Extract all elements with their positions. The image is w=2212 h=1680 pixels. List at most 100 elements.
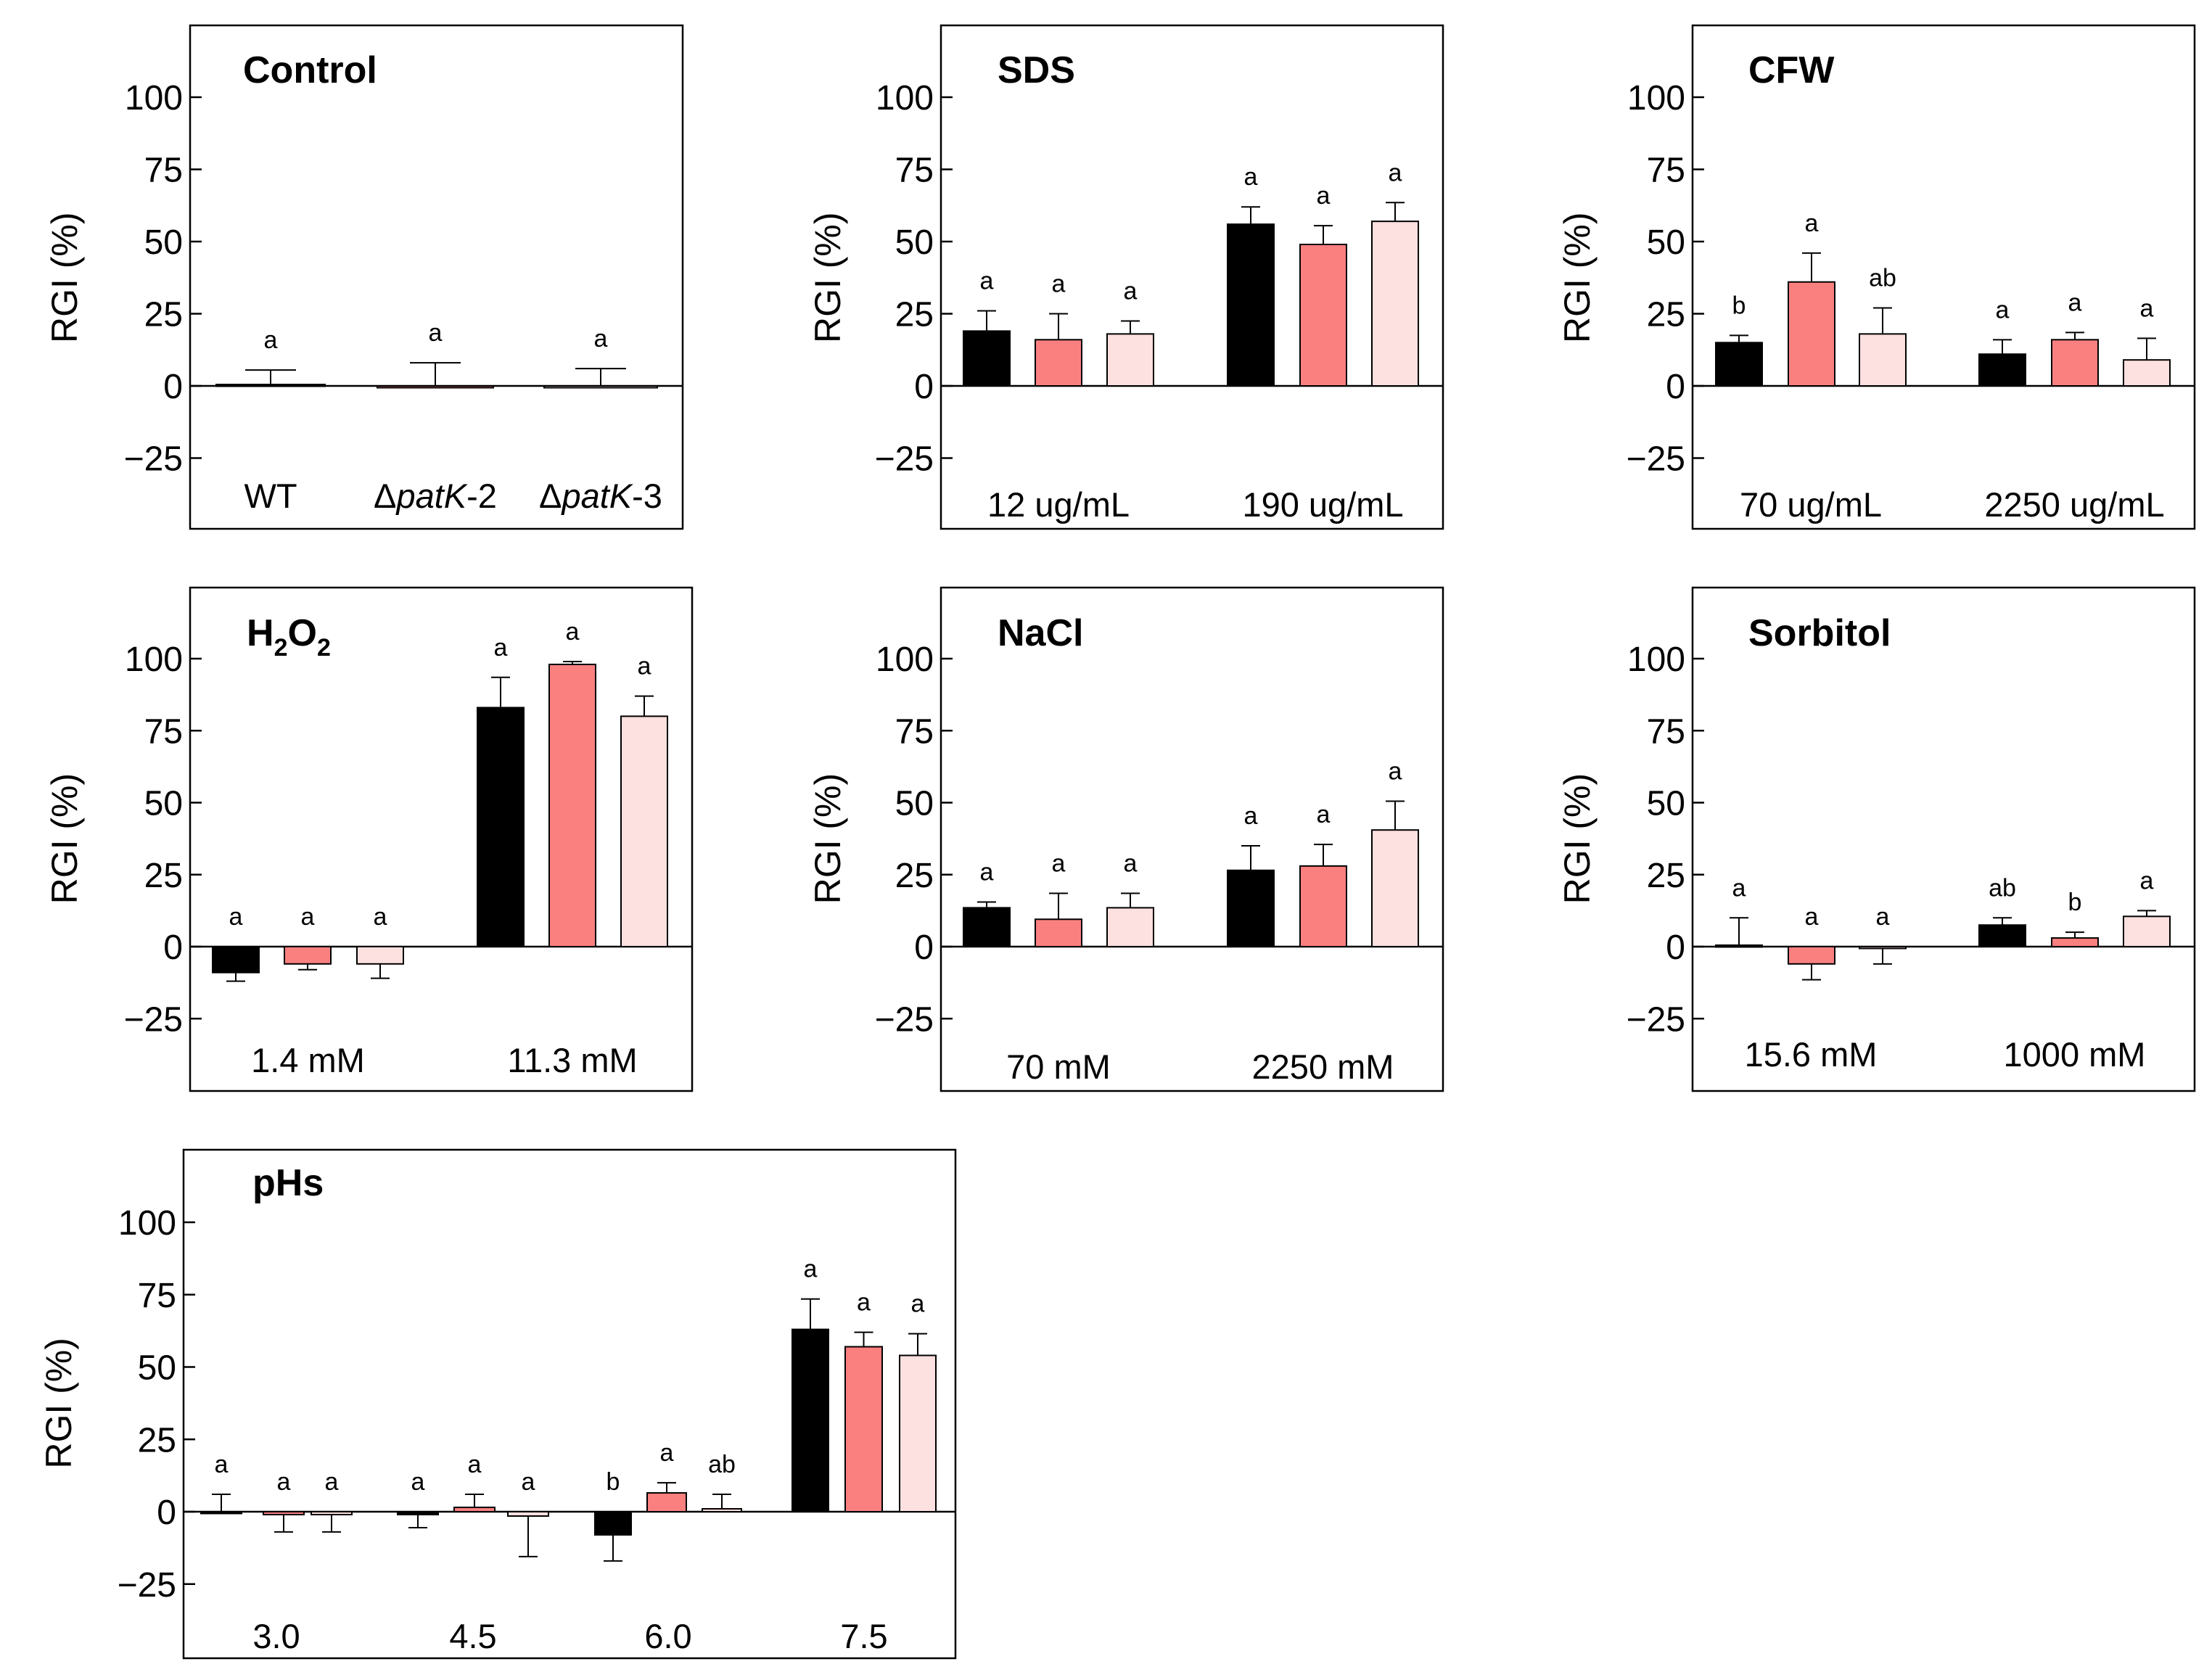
y-tick-label: 100 bbox=[1627, 79, 1685, 118]
significance-letter: a bbox=[2140, 295, 2154, 322]
bar bbox=[1106, 333, 1154, 387]
significance-letter: a bbox=[1805, 903, 1819, 931]
significance-letter: a bbox=[374, 903, 387, 931]
y-tick-label: 50 bbox=[144, 223, 183, 262]
y-tick-label: 25 bbox=[138, 1421, 176, 1459]
y-tick-label: −25 bbox=[1627, 1000, 1685, 1039]
significance-letter: ab bbox=[1869, 265, 1896, 292]
group-label: 70 ug/mL bbox=[1740, 485, 1882, 524]
gene-name: patK bbox=[560, 477, 633, 515]
bar bbox=[1978, 353, 2026, 387]
bar bbox=[2123, 915, 2171, 947]
title-subscript: 2 bbox=[274, 634, 288, 662]
panel-title: Sorbitol bbox=[1748, 612, 1891, 654]
bar bbox=[1978, 924, 2026, 947]
bar bbox=[963, 330, 1011, 387]
significance-letter: a bbox=[1124, 277, 1138, 305]
significance-letter: a bbox=[2140, 867, 2154, 894]
bar bbox=[1788, 281, 1835, 387]
bar bbox=[1227, 869, 1275, 948]
group-label: 2250 ug/mL bbox=[1984, 485, 2164, 524]
significance-letter: a bbox=[980, 268, 994, 295]
bar bbox=[646, 1492, 687, 1512]
significance-letter: a bbox=[1996, 296, 2010, 324]
y-tick-label: 0 bbox=[157, 1494, 176, 1532]
group-label: 70 mM bbox=[1006, 1047, 1111, 1086]
y-axis-label: RGI (%) bbox=[38, 1338, 79, 1469]
y-tick-label: 50 bbox=[138, 1349, 176, 1388]
bar bbox=[792, 1328, 829, 1512]
significance-letter: a bbox=[2068, 289, 2082, 316]
group-label: 190 ug/mL bbox=[1242, 485, 1403, 524]
group-label: 12 ug/mL bbox=[987, 485, 1130, 524]
bar bbox=[1788, 946, 1835, 965]
group-label: 1000 mM bbox=[2004, 1035, 2146, 1074]
group-label: 4.5 bbox=[449, 1617, 496, 1655]
title-text: O bbox=[287, 612, 316, 654]
y-tick-label: 0 bbox=[1666, 368, 1685, 406]
significance-letter: a bbox=[660, 1439, 674, 1467]
category-label: WT bbox=[244, 477, 297, 515]
y-tick-label: 100 bbox=[125, 641, 183, 679]
bar bbox=[548, 663, 596, 947]
title-subscript: 2 bbox=[317, 634, 331, 662]
panel-title: pHs bbox=[252, 1162, 324, 1204]
plot-frame bbox=[940, 24, 1444, 530]
group-label: 6.0 bbox=[644, 1617, 691, 1655]
bar bbox=[1035, 918, 1082, 948]
y-tick-label: 75 bbox=[1647, 152, 1685, 190]
significance-letter: a bbox=[566, 618, 580, 646]
plot-frame bbox=[1691, 586, 2196, 1092]
bar bbox=[1299, 865, 1347, 947]
bar bbox=[1227, 223, 1275, 387]
delta-symbol: Δ bbox=[374, 477, 396, 515]
bar bbox=[1859, 333, 1907, 387]
y-tick-label: 100 bbox=[1627, 641, 1685, 679]
significance-letter: a bbox=[468, 1451, 482, 1478]
panel-title: H2O2 bbox=[247, 612, 331, 662]
group-label: 11.3 mM bbox=[507, 1041, 637, 1079]
bar bbox=[1035, 339, 1082, 387]
significance-letter: a bbox=[229, 903, 243, 931]
bar bbox=[507, 1511, 549, 1517]
significance-letter: a bbox=[638, 653, 651, 680]
y-tick-label: 100 bbox=[125, 79, 183, 118]
significance-letter: a bbox=[215, 1451, 229, 1478]
delta-symbol: Δ bbox=[539, 477, 562, 515]
plot-frame bbox=[182, 1148, 957, 1660]
y-tick-label: 75 bbox=[1647, 712, 1685, 751]
significance-letter: a bbox=[1244, 802, 1258, 830]
significance-letter: a bbox=[1732, 874, 1746, 902]
y-axis-label: RGI (%) bbox=[1557, 212, 1598, 343]
y-axis-label: RGI (%) bbox=[44, 212, 85, 343]
significance-letter: a bbox=[325, 1468, 339, 1496]
bar bbox=[212, 946, 260, 973]
bar bbox=[311, 1511, 353, 1515]
bar bbox=[356, 946, 404, 965]
gene-name: patK bbox=[395, 477, 468, 515]
significance-letter: a bbox=[1052, 850, 1066, 878]
significance-letter: a bbox=[264, 326, 278, 354]
y-tick-label: 25 bbox=[144, 857, 183, 895]
category-label: ΔpatK-3 bbox=[539, 477, 662, 515]
significance-letter: a bbox=[1052, 271, 1066, 298]
bar bbox=[263, 1511, 305, 1515]
plot-frame bbox=[189, 586, 694, 1092]
y-tick-label: 0 bbox=[163, 928, 183, 967]
y-axis-label: RGI (%) bbox=[1557, 773, 1598, 905]
y-tick-label: 75 bbox=[895, 152, 934, 190]
significance-letter: a bbox=[301, 903, 315, 931]
bar bbox=[215, 384, 326, 387]
significance-letter: a bbox=[911, 1290, 925, 1318]
significance-letter: a bbox=[1317, 801, 1331, 828]
y-tick-label: −25 bbox=[875, 440, 934, 479]
bar bbox=[594, 1511, 632, 1536]
bar bbox=[844, 1346, 883, 1512]
y-tick-label: −25 bbox=[124, 440, 183, 479]
bar bbox=[2051, 339, 2099, 387]
y-tick-label: 50 bbox=[1647, 785, 1685, 823]
y-tick-label: 0 bbox=[163, 368, 183, 406]
y-tick-label: −25 bbox=[118, 1566, 176, 1605]
